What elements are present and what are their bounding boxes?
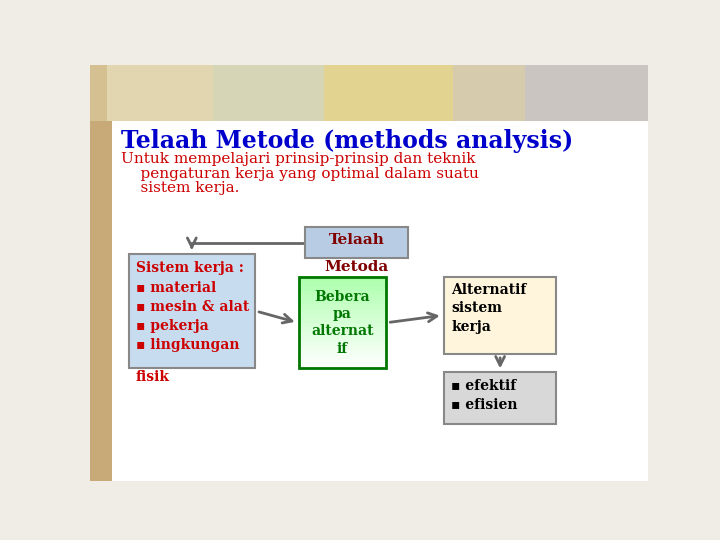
FancyBboxPatch shape [300, 349, 386, 355]
FancyBboxPatch shape [453, 65, 526, 121]
FancyBboxPatch shape [129, 254, 255, 368]
FancyBboxPatch shape [444, 373, 556, 424]
Text: ▪ efektif
▪ efisien: ▪ efektif ▪ efisien [451, 379, 518, 412]
FancyBboxPatch shape [300, 304, 386, 309]
FancyBboxPatch shape [90, 121, 112, 481]
Text: ▪ pekerja: ▪ pekerja [136, 319, 209, 333]
FancyBboxPatch shape [324, 65, 453, 121]
Text: sistem kerja.: sistem kerja. [121, 181, 239, 195]
FancyBboxPatch shape [112, 121, 648, 481]
FancyBboxPatch shape [300, 313, 386, 318]
FancyBboxPatch shape [300, 332, 386, 336]
Text: Metoda: Metoda [324, 260, 389, 274]
Text: Bebera
pa
alternat
if: Bebera pa alternat if [311, 289, 374, 355]
FancyBboxPatch shape [300, 276, 386, 281]
FancyBboxPatch shape [213, 65, 324, 121]
FancyBboxPatch shape [300, 341, 386, 346]
FancyBboxPatch shape [444, 277, 556, 354]
FancyBboxPatch shape [300, 345, 386, 350]
FancyBboxPatch shape [300, 354, 386, 359]
Text: Sistem kerja :: Sistem kerja : [136, 261, 243, 275]
Text: Alternatif
sistem
kerja: Alternatif sistem kerja [451, 283, 526, 334]
Text: fisik: fisik [136, 370, 170, 384]
FancyBboxPatch shape [526, 65, 648, 121]
FancyBboxPatch shape [300, 336, 386, 341]
Text: ▪ lingkungan: ▪ lingkungan [136, 338, 239, 352]
FancyBboxPatch shape [90, 65, 648, 121]
FancyBboxPatch shape [300, 359, 386, 364]
Text: ▪ mesin & alat: ▪ mesin & alat [136, 300, 249, 314]
FancyBboxPatch shape [300, 295, 386, 300]
FancyBboxPatch shape [300, 327, 386, 332]
FancyBboxPatch shape [300, 322, 386, 327]
Text: ▪ material: ▪ material [136, 281, 216, 295]
FancyBboxPatch shape [300, 299, 386, 305]
Text: Telaah: Telaah [328, 233, 384, 247]
FancyBboxPatch shape [300, 286, 386, 291]
FancyBboxPatch shape [300, 318, 386, 322]
Text: Telaah Metode (methods analysis): Telaah Metode (methods analysis) [121, 129, 573, 153]
FancyBboxPatch shape [107, 65, 213, 121]
Text: pengaturan kerja yang optimal dalam suatu: pengaturan kerja yang optimal dalam suat… [121, 167, 479, 181]
FancyBboxPatch shape [300, 290, 386, 295]
FancyBboxPatch shape [300, 308, 386, 313]
FancyBboxPatch shape [300, 281, 386, 286]
Text: Untuk mempelajari prinsip-prinsip dan teknik: Untuk mempelajari prinsip-prinsip dan te… [121, 152, 475, 166]
FancyBboxPatch shape [300, 363, 386, 368]
FancyBboxPatch shape [305, 227, 408, 258]
